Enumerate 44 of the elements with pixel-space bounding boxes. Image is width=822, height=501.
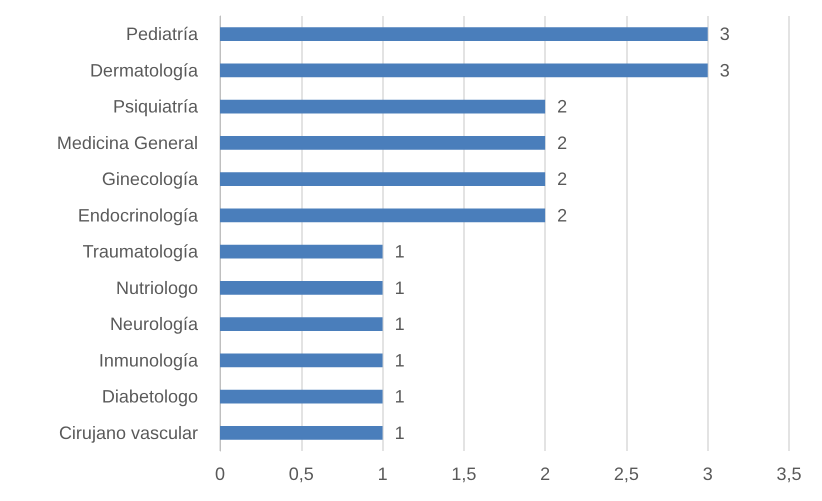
data-label: 1 <box>394 314 405 334</box>
x-tick-label: 3 <box>702 464 713 484</box>
x-tick-label: 1 <box>378 464 388 484</box>
bar <box>220 244 383 259</box>
x-tick-label: 2,5 <box>614 464 639 484</box>
data-label: 2 <box>557 96 568 117</box>
data-label: 2 <box>557 169 568 190</box>
y-tick-label: Pediatría <box>126 24 199 44</box>
data-label: 1 <box>394 386 405 407</box>
y-tick-label: Inmunología <box>98 350 199 370</box>
y-tick-label: Medicina General <box>56 132 198 153</box>
bar <box>220 426 383 440</box>
x-tick-label: 0 <box>214 464 226 484</box>
data-label: 3 <box>720 60 730 80</box>
bar <box>220 27 708 42</box>
bar <box>220 280 383 295</box>
y-tick-label: Diabetologo <box>102 386 198 407</box>
y-tick-label: Ginecología <box>102 169 199 190</box>
x-tick-label: 2 <box>540 464 550 484</box>
y-tick-label: Cirujano vascular <box>58 422 198 443</box>
data-label: 1 <box>394 242 405 262</box>
data-label: 1 <box>394 422 405 443</box>
data-label: 1 <box>394 350 405 370</box>
x-tick-label: 1,5 <box>451 464 476 484</box>
x-tick-label: 3,5 <box>776 464 802 484</box>
y-tick-label: Psiquiatría <box>112 96 199 117</box>
bar <box>220 390 383 404</box>
y-tick-label: Dermatología <box>90 60 199 80</box>
bar <box>220 100 546 114</box>
data-label: 2 <box>557 132 568 153</box>
bar <box>220 208 546 222</box>
data-label: 3 <box>720 24 730 44</box>
y-tick-label: Endocrinología <box>78 205 199 226</box>
x-tick-label: 0,5 <box>288 464 314 484</box>
y-tick-label: Nutriologo <box>116 278 198 298</box>
data-label: 2 <box>557 205 568 226</box>
y-tick-label: Traumatología <box>82 242 199 262</box>
y-tick-label: Neurología <box>110 314 199 334</box>
bar <box>220 136 546 150</box>
bar <box>220 317 383 332</box>
bar <box>220 63 708 78</box>
bar <box>220 353 383 368</box>
bar <box>220 172 546 186</box>
data-label: 1 <box>394 278 405 298</box>
